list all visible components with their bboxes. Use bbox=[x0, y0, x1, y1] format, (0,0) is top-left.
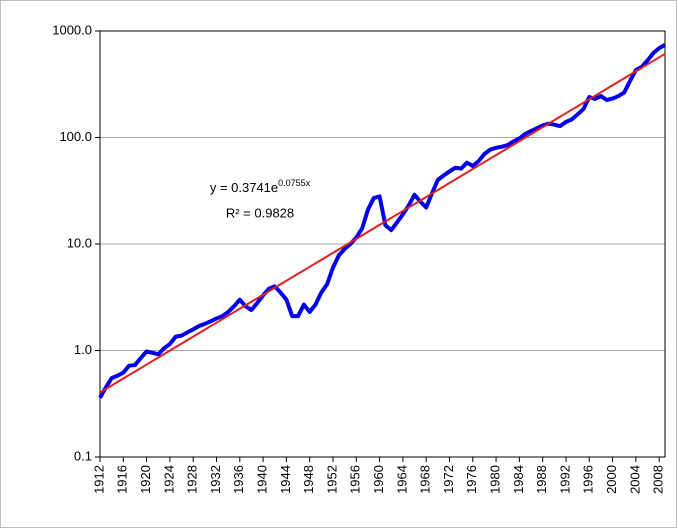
x-tick-label: 1980 bbox=[488, 465, 503, 494]
x-tick-label: 1948 bbox=[301, 465, 316, 494]
y-tick-label: 1.0 bbox=[74, 342, 92, 357]
line-series bbox=[98, 43, 666, 399]
y-tick-label: 10.0 bbox=[67, 235, 92, 250]
line-series bbox=[99, 52, 666, 394]
x-tick-label: 1912 bbox=[91, 465, 106, 494]
y-tick-label: 1000.0 bbox=[52, 22, 92, 37]
x-tick-label: 1924 bbox=[161, 465, 176, 494]
y-tick-label: 0.1 bbox=[74, 448, 92, 463]
x-tick-label: 1976 bbox=[464, 465, 479, 494]
x-tick-label: 1996 bbox=[581, 465, 596, 494]
x-tick-label: 2000 bbox=[604, 465, 619, 494]
x-tick-label: 1956 bbox=[348, 465, 363, 494]
equation-base: y = 0.3741e bbox=[210, 180, 278, 195]
x-tick-label: 1952 bbox=[324, 465, 339, 494]
x-tick-label: 1936 bbox=[231, 465, 246, 494]
x-tick-label: 1960 bbox=[371, 465, 386, 494]
equation: y = 0.3741e0.0755x bbox=[210, 178, 311, 195]
x-tick-label: 2004 bbox=[627, 465, 642, 494]
r-squared: R² = 0.9828 bbox=[226, 205, 294, 220]
x-tick-label: 1964 bbox=[394, 465, 409, 494]
x-tick-label: 2008 bbox=[651, 465, 666, 494]
x-tick-label: 1972 bbox=[441, 465, 456, 494]
x-tick-label: 1928 bbox=[185, 465, 200, 494]
x-tick-label: 1916 bbox=[115, 465, 130, 494]
x-tick-label: 1988 bbox=[534, 465, 549, 494]
x-tick-label: 1984 bbox=[511, 465, 526, 494]
x-tick-label: 1992 bbox=[557, 465, 572, 494]
y-tick-label: 100.0 bbox=[59, 129, 92, 144]
x-tick-label: 1944 bbox=[278, 465, 293, 494]
plot-frame bbox=[99, 30, 666, 458]
x-tick-label: 1968 bbox=[418, 465, 433, 494]
x-tick-label: 1932 bbox=[208, 465, 223, 494]
x-tick-label: 1940 bbox=[255, 465, 270, 494]
x-tick-label: 1920 bbox=[138, 465, 153, 494]
equation-exponent: 0.0755x bbox=[278, 178, 311, 188]
